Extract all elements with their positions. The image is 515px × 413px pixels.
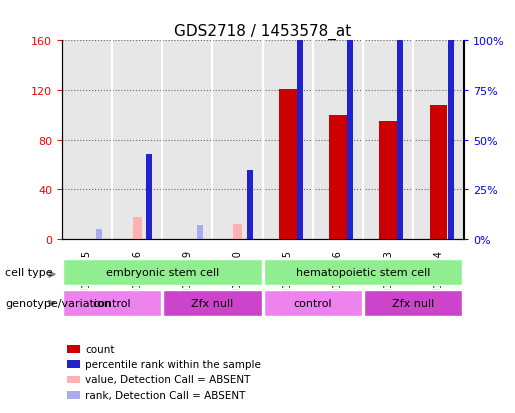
Text: cell type: cell type bbox=[5, 268, 53, 278]
Text: value, Detection Call = ABSENT: value, Detection Call = ABSENT bbox=[85, 375, 250, 385]
Bar bbox=[398, 33, 403, 240]
Bar bbox=[313, 41, 363, 240]
Bar bbox=[297, 17, 303, 240]
Text: Zfx null: Zfx null bbox=[392, 299, 435, 309]
Bar bbox=[212, 41, 263, 240]
Text: Zfx null: Zfx null bbox=[191, 299, 234, 309]
FancyBboxPatch shape bbox=[264, 260, 462, 286]
Bar bbox=[347, 27, 353, 240]
Bar bbox=[233, 225, 242, 240]
FancyBboxPatch shape bbox=[264, 291, 362, 316]
Bar bbox=[329, 116, 347, 240]
Bar bbox=[279, 90, 297, 240]
Text: control: control bbox=[93, 299, 131, 309]
Text: control: control bbox=[294, 299, 332, 309]
Bar bbox=[263, 41, 313, 240]
FancyBboxPatch shape bbox=[163, 291, 262, 316]
FancyBboxPatch shape bbox=[63, 260, 262, 286]
Bar bbox=[62, 41, 112, 240]
Text: percentile rank within the sample: percentile rank within the sample bbox=[85, 359, 261, 369]
Bar bbox=[363, 41, 413, 240]
Bar bbox=[413, 41, 464, 240]
Bar bbox=[67, 345, 80, 353]
Bar bbox=[146, 154, 152, 240]
Bar bbox=[247, 170, 253, 240]
Bar bbox=[448, 21, 454, 240]
Bar bbox=[132, 217, 142, 240]
Text: embryonic stem cell: embryonic stem cell bbox=[106, 268, 219, 278]
Bar bbox=[112, 41, 162, 240]
Bar bbox=[67, 361, 80, 368]
Text: count: count bbox=[85, 344, 114, 354]
Title: GDS2718 / 1453578_at: GDS2718 / 1453578_at bbox=[174, 24, 351, 40]
FancyBboxPatch shape bbox=[63, 291, 161, 316]
FancyBboxPatch shape bbox=[364, 291, 462, 316]
Text: hematopoietic stem cell: hematopoietic stem cell bbox=[296, 268, 430, 278]
Bar bbox=[380, 122, 397, 240]
Bar bbox=[197, 225, 202, 240]
Bar bbox=[430, 106, 447, 240]
Bar bbox=[67, 376, 80, 383]
Bar bbox=[96, 230, 102, 240]
Text: genotype/variation: genotype/variation bbox=[5, 299, 111, 309]
Text: rank, Detection Call = ABSENT: rank, Detection Call = ABSENT bbox=[85, 390, 245, 400]
Bar bbox=[67, 391, 80, 399]
Bar bbox=[162, 41, 212, 240]
